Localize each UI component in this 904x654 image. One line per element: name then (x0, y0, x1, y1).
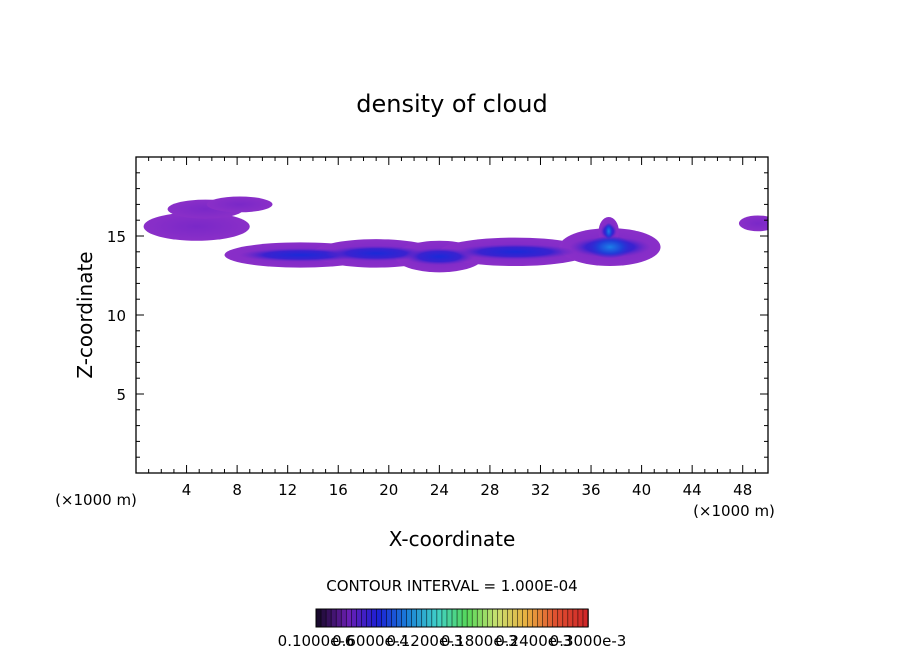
colorbar-swatch (351, 608, 358, 628)
y-axis-label: Z-coordinate (73, 251, 97, 378)
colorbar-swatch (345, 608, 353, 628)
cloud-region (143, 212, 250, 241)
chart-title: density of cloud (356, 90, 547, 118)
colorbar-swatch (371, 608, 378, 628)
x-tick-label: 8 (232, 481, 242, 499)
x-axis-label: X-coordinate (389, 527, 516, 551)
colorbar-swatch (562, 608, 569, 628)
x-tick-label: 24 (430, 481, 449, 499)
colorbar-swatch (572, 608, 579, 628)
colorbar-swatch (456, 608, 463, 628)
colorbar-swatch (411, 608, 418, 628)
colorbar-swatch (361, 608, 368, 628)
x-tick-label: 40 (632, 481, 651, 499)
colorbar-swatch (386, 608, 393, 628)
cloud-peak-core (604, 222, 614, 240)
colorbar-labels: 0.1000e-60.6000e-40.1200e-30.1800e-30.24… (278, 632, 627, 650)
colorbar-swatch (557, 608, 564, 628)
y-axis-ticks: 5 10 15 (107, 172, 768, 458)
colorbar-swatch (567, 608, 574, 628)
y-tick-label: 10 (107, 307, 126, 325)
colorbar-swatch (492, 608, 499, 628)
colorbar-swatch (315, 608, 322, 628)
x-tick-label: 20 (379, 481, 398, 499)
colorbar-label: 0.3000e-3 (550, 632, 627, 650)
colorbar-swatch (461, 608, 468, 628)
x-tick-label: 48 (733, 481, 752, 499)
colorbar-swatch (527, 608, 534, 628)
colorbar-swatch (481, 608, 489, 628)
cloud-field (143, 196, 768, 273)
x-tick-label: 36 (581, 481, 600, 499)
colorbar-swatch (451, 608, 458, 628)
colorbar-swatch (577, 608, 584, 628)
colorbar-swatch (356, 608, 363, 628)
colorbar-swatch (542, 608, 549, 628)
y-tick-label: 15 (107, 228, 126, 246)
colorbar-swatch (487, 608, 494, 628)
cloud-dense-core (325, 245, 427, 262)
colorbar-swatch (436, 608, 443, 628)
colorbar-swatch (401, 608, 408, 628)
colorbar-swatch (532, 608, 539, 628)
x-unit-left: (×1000 m) (55, 491, 137, 509)
colorbar-swatch (381, 608, 388, 628)
colorbar-swatch (421, 608, 428, 628)
colorbar-label: 0.1200e-3 (386, 632, 463, 650)
x-tick-label: 4 (182, 481, 192, 499)
y-tick-label: 5 (116, 386, 126, 404)
colorbar-swatch (502, 608, 509, 628)
cloud-region (738, 215, 768, 232)
colorbar-swatch (466, 608, 473, 628)
colorbar-swatch (396, 608, 403, 628)
colorbar-swatch (476, 608, 483, 628)
colorbar-swatch (366, 608, 373, 628)
colorbar-swatch (416, 608, 423, 628)
colorbar-swatch (471, 608, 478, 628)
colorbar-swatch (325, 608, 332, 628)
x-tick-label: 28 (480, 481, 499, 499)
colorbar-label: 0.2400e-3 (495, 632, 572, 650)
cloud-peak-core (587, 235, 633, 259)
colorbar-swatch (426, 608, 433, 628)
x-tick-label: 44 (683, 481, 702, 499)
colorbar-label: 0.1000e-6 (278, 632, 355, 650)
colorbar-swatch (512, 608, 519, 628)
colorbar-swatch (547, 608, 554, 628)
colorbar-swatch (517, 608, 524, 628)
colorbar-swatch (507, 608, 514, 628)
colorbar-swatch (330, 608, 337, 628)
colorbar-swatch (431, 608, 438, 628)
colorbar-label: 0.1800e-3 (441, 632, 518, 650)
colorbar-label: 0.6000e-4 (332, 632, 409, 650)
cloud-dense-core (454, 243, 576, 260)
colorbar (315, 608, 589, 628)
colorbar-swatch (441, 608, 448, 628)
colorbar-swatch (340, 608, 347, 628)
colorbar-swatch (446, 608, 453, 628)
contour-interval-label: CONTOUR INTERVAL = 1.000E-04 (326, 577, 577, 595)
colorbar-swatch (497, 608, 504, 628)
colorbar-frame (315, 608, 589, 628)
x-tick-label: 12 (278, 481, 297, 499)
x-tick-label: 32 (531, 481, 550, 499)
colorbar-swatch (406, 608, 413, 628)
colorbar-swatch (522, 608, 529, 628)
colorbar-swatch (552, 608, 559, 628)
colorbar-swatch (376, 608, 383, 628)
colorbar-swatch (537, 608, 544, 628)
cloud-region (206, 196, 273, 213)
x-tick-label: 16 (329, 481, 348, 499)
colorbar-swatch (335, 608, 342, 628)
x-axis-ticks: 4 8 12 16 20 24 28 32 36 40 44 48 (148, 157, 756, 499)
colorbar-swatch (320, 608, 327, 628)
colorbar-swatch (391, 608, 398, 628)
x-unit-right: (×1000 m) (693, 502, 775, 520)
